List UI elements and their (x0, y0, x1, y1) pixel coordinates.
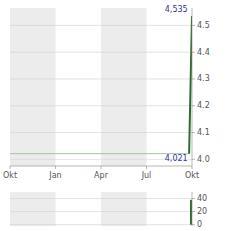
grid-line (10, 78, 192, 79)
y-tick (192, 224, 195, 225)
grid-line (10, 132, 192, 133)
y-tick-label: 40 (197, 194, 207, 203)
annotation: 4,021 (165, 154, 188, 163)
y-tick (192, 211, 195, 212)
band (10, 192, 56, 226)
price-line (189, 16, 192, 154)
plot-area (10, 8, 192, 166)
x-tick-label: Jul (141, 171, 152, 180)
band (101, 192, 147, 226)
y-tick-label: 20 (197, 207, 207, 216)
y-tick (192, 105, 195, 106)
y-tick (192, 52, 195, 53)
y-tick (192, 198, 195, 199)
x-tick-label: Apr (94, 171, 109, 180)
y-axis-line (192, 8, 193, 166)
plot-area (10, 192, 192, 226)
y-tick-label: 4.2 (197, 101, 210, 110)
y-tick (192, 78, 195, 79)
grid-line (10, 224, 192, 225)
band (10, 8, 56, 166)
x-tick (192, 166, 193, 169)
grid-line (10, 211, 192, 212)
y-tick-label: 0 (197, 220, 202, 229)
x-tick-label: Jan (48, 171, 61, 180)
chart: 4.0 4.1 4.2 4.3 4.4 4.5 Okt Jan Apr Jul Okt 4,535 4,… (0, 0, 240, 231)
panel: 4.0 4.1 4.2 4.3 4.4 4.5 Okt Jan Apr Jul Okt 4,535 4,… (3, 5, 210, 180)
x-tick (146, 166, 147, 169)
y-tick (192, 159, 195, 160)
x-tick (101, 166, 102, 169)
grid-line (10, 25, 192, 26)
y-tick-label: 4.5 (197, 21, 210, 30)
y-tick-label: 4.0 (197, 155, 210, 164)
y-tick (192, 25, 195, 26)
y-tick-label: 4.1 (197, 128, 210, 137)
band (101, 8, 147, 166)
y-tick (192, 132, 195, 133)
y-tick-label: 4.3 (197, 74, 210, 83)
panel: 0 20 40 (10, 192, 207, 229)
y-axis-line (192, 192, 193, 226)
x-tick-label: Okt (3, 171, 17, 180)
x-tick (55, 166, 56, 169)
price-line (10, 153, 188, 154)
grid-line (10, 105, 192, 106)
grid-line (10, 198, 192, 199)
grid-line (10, 52, 192, 53)
y-tick-label: 4.4 (197, 48, 210, 57)
x-tick (10, 166, 11, 169)
chart-container: 4.0 4.1 4.2 4.3 4.4 4.5 Okt Jan Apr Jul Okt 4,535 4,… (0, 0, 240, 231)
x-tick-label: Okt (185, 171, 199, 180)
annotation: 4,535 (165, 5, 188, 14)
